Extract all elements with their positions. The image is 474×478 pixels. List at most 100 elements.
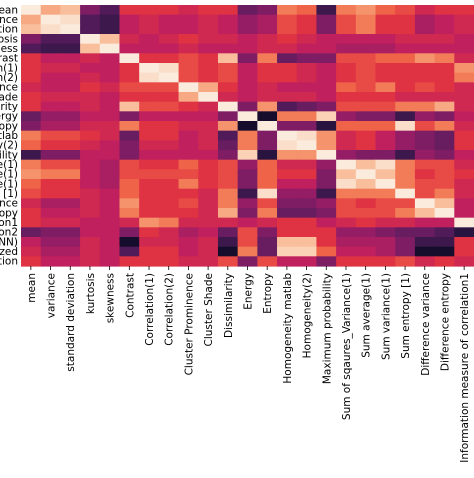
heatmap-cell	[21, 72, 42, 83]
heatmap-cell	[336, 256, 357, 267]
heatmap-cell	[454, 188, 474, 199]
heatmap-cell	[178, 111, 199, 122]
heatmap-cell	[434, 24, 455, 35]
heatmap-cell	[21, 130, 42, 141]
heatmap-cell	[296, 24, 318, 35]
heatmap-cell	[375, 208, 396, 219]
y-tick-label: on2	[0, 227, 18, 239]
heatmap-cell	[217, 63, 239, 74]
heatmap-cell	[198, 101, 219, 112]
heatmap-cell	[355, 101, 377, 112]
heatmap-cell	[316, 179, 337, 190]
x-tick-label: variance	[46, 273, 58, 318]
heatmap-cell	[158, 150, 180, 161]
y-tick-label: ction	[0, 256, 18, 268]
heatmap-cell	[454, 237, 474, 248]
heatmap-cell	[414, 159, 436, 170]
heatmap-cell	[316, 140, 337, 151]
heatmap-cell	[316, 198, 337, 209]
heatmap-cell	[119, 150, 140, 161]
heatmap-cell	[119, 256, 140, 267]
heatmap-cell	[296, 14, 318, 25]
heatmap-cell	[355, 72, 377, 83]
heatmap-cell	[158, 130, 180, 141]
heatmap-cell	[336, 63, 357, 74]
heatmap-cell	[414, 53, 436, 64]
heatmap-cell	[414, 101, 436, 112]
heatmap-cell	[178, 5, 199, 16]
heatmap-cell	[21, 14, 42, 25]
heatmap-cell	[40, 43, 61, 54]
y-tick-label: ade	[0, 91, 18, 103]
heatmap-cell	[454, 72, 474, 83]
heatmap-cell	[237, 256, 258, 267]
heatmap-cell	[99, 169, 121, 180]
heatmap-cell	[40, 227, 61, 238]
heatmap-cell	[198, 208, 219, 219]
heatmap-cell	[119, 237, 140, 248]
heatmap-cell	[355, 198, 377, 209]
heatmap-cell	[257, 101, 278, 112]
y-tick-label: ness	[0, 43, 18, 55]
heatmap-cell	[395, 227, 416, 238]
heatmap-cell	[80, 130, 101, 141]
y-tick-label: ance	[0, 14, 18, 26]
heatmap-cell	[217, 5, 239, 16]
heatmap-cell	[355, 188, 377, 199]
heatmap-cell	[395, 5, 416, 16]
heatmap-cell	[178, 92, 199, 103]
y-tick-label: bility	[0, 149, 18, 161]
heatmap-cell	[336, 34, 357, 45]
heatmap-cell	[198, 198, 219, 209]
heatmap-cell	[316, 121, 337, 132]
heatmap-cell	[336, 130, 357, 141]
heatmap-cell	[395, 130, 416, 141]
heatmap-cell	[375, 24, 396, 35]
heatmap-cell	[237, 111, 258, 122]
heatmap-cell	[21, 43, 42, 54]
heatmap-cell	[21, 150, 42, 161]
y-tick-label: e(1)	[0, 178, 18, 190]
heatmap-cell	[217, 150, 239, 161]
heatmap-cell	[237, 5, 258, 16]
heatmap-cell	[21, 24, 42, 35]
heatmap-cell	[277, 92, 298, 103]
heatmap-cell	[414, 140, 436, 151]
heatmap-cell	[434, 208, 455, 219]
heatmap-cell	[296, 237, 318, 248]
heatmap-cell	[158, 92, 180, 103]
heatmap-cell	[139, 5, 160, 16]
x-tick-label: skewness	[105, 273, 117, 323]
x-tick-label: Dissimilarity	[223, 273, 235, 338]
heatmap-cell	[336, 227, 357, 238]
y-tick-label: ence	[0, 82, 18, 94]
heatmap-cell	[296, 179, 318, 190]
heatmap-cell	[119, 121, 140, 132]
heatmap-cell	[40, 198, 61, 209]
heatmap-cell	[336, 246, 357, 257]
heatmap-cell	[355, 256, 377, 267]
heatmap-cell	[434, 188, 455, 199]
heatmap-cell	[40, 5, 61, 16]
heatmap-cell	[178, 14, 199, 25]
heatmap-cell	[355, 34, 377, 45]
heatmap-cell	[454, 92, 474, 103]
heatmap-cell	[414, 217, 436, 228]
heatmap-cell	[217, 188, 239, 199]
heatmap-cell	[277, 111, 298, 122]
heatmap-cell	[99, 208, 121, 219]
heatmap-cell	[395, 179, 416, 190]
heatmap-cell	[336, 121, 357, 132]
heatmap-cell	[217, 43, 239, 54]
heatmap-cell	[60, 188, 81, 199]
heatmap-cell	[257, 5, 278, 16]
heatmap-cell	[316, 43, 337, 54]
heatmap-cell	[60, 169, 81, 180]
x-tick-marks	[30, 266, 465, 270]
heatmap-cell	[40, 63, 61, 74]
heatmap-cell	[40, 237, 61, 248]
heatmap-cell	[217, 227, 239, 238]
heatmap-cell	[60, 5, 81, 16]
heatmap-cell	[414, 72, 436, 83]
heatmap-cell	[237, 53, 258, 64]
